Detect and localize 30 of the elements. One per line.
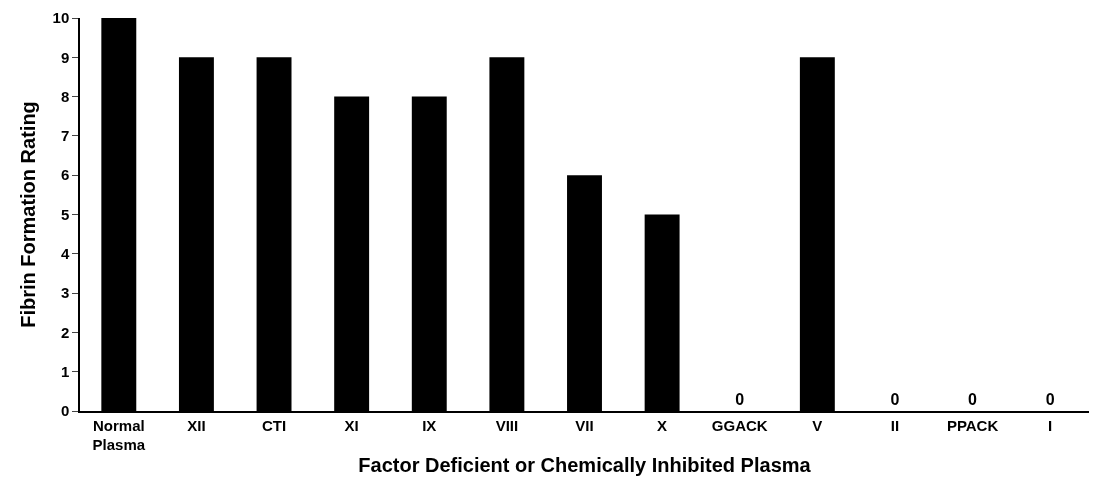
x-tick-label: CTI — [261, 416, 287, 434]
data-label: 0 — [1045, 391, 1055, 408]
x-tick-label: VIII — [495, 416, 519, 434]
y-tick-label: 1 — [60, 362, 70, 380]
y-tick-label: 8 — [60, 87, 70, 105]
x-tick-label: XII — [187, 416, 206, 434]
y-tick-label: 0 — [60, 402, 70, 420]
x-tick-label: IX — [422, 416, 437, 434]
data-label: 0 — [968, 391, 978, 408]
data-label: 0 — [890, 391, 900, 408]
y-tick-label: 7 — [60, 127, 70, 145]
y-tick-label: 4 — [60, 245, 70, 263]
y-tick-label: 6 — [60, 166, 70, 184]
x-tick-label: VII — [575, 416, 594, 434]
x-tick-label: V — [812, 416, 823, 434]
x-tick-label: PPACK — [946, 416, 999, 434]
y-tick-label: 9 — [60, 48, 70, 66]
x-tick-label: XI — [344, 416, 359, 434]
y-tick-label: 2 — [60, 323, 70, 341]
y-tick-label: 5 — [60, 205, 70, 223]
data-label: 0 — [735, 391, 745, 408]
y-axis-title: Fibrin Formation Rating — [16, 101, 39, 328]
x-tick-label: II — [890, 416, 900, 434]
x-tick-label: I — [1048, 416, 1053, 434]
x-tick-label: GGACK — [711, 416, 768, 434]
y-tick-label: 10 — [52, 9, 70, 27]
x-tick-label: Normal Plasma — [92, 416, 146, 454]
x-tick-label: X — [657, 416, 668, 434]
x-axis-title: Factor Deficient or Chemically Inhibited Plasma — [358, 454, 812, 477]
y-tick-label: 3 — [60, 284, 70, 302]
